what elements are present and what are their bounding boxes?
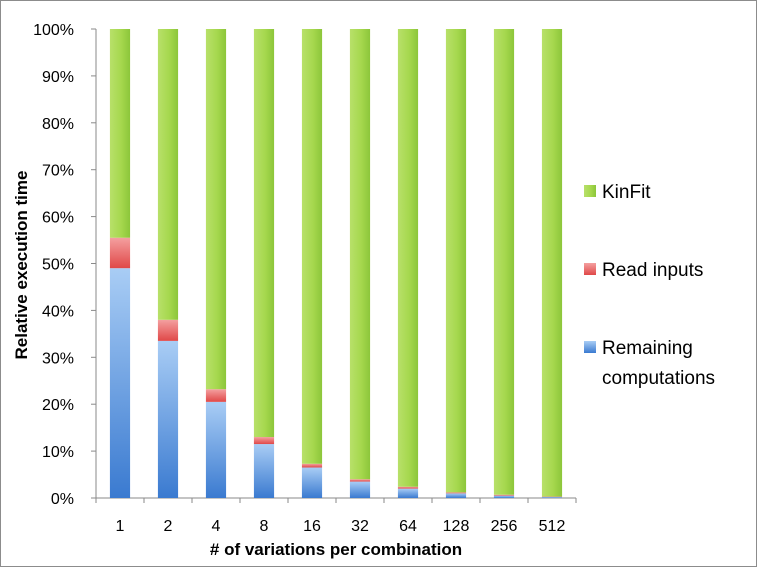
y-tick-label: 40% [42, 303, 74, 320]
bar-segment-read-inputs [253, 437, 275, 445]
bar-segment-remaining-computations [445, 493, 467, 498]
bar-segment-read-inputs [493, 494, 515, 496]
y-tick-label: 100% [33, 22, 74, 39]
y-tick-label: 80% [42, 116, 74, 133]
bar-segment-remaining-computations [205, 401, 227, 498]
legend-swatch [584, 341, 596, 353]
y-tick-label: 60% [42, 210, 74, 227]
bars [109, 29, 563, 498]
bar-segment-read-inputs [157, 319, 179, 341]
x-tick-label: 128 [443, 518, 470, 535]
y-tick-label: 50% [42, 257, 74, 274]
bar-segment-remaining-computations [157, 340, 179, 498]
bar-segment-remaining-computations [349, 481, 371, 498]
bar-segment-kinfit [493, 29, 515, 495]
x-tick-label: 8 [260, 518, 269, 535]
bar-segment-kinfit [301, 29, 323, 464]
bar-segment-kinfit [157, 29, 179, 320]
y-tick-label: 70% [42, 163, 74, 180]
y-tick-label: 30% [42, 350, 74, 367]
x-tick-label: 512 [539, 518, 566, 535]
bar-segment-kinfit [445, 29, 467, 493]
x-tick-label: 4 [212, 518, 221, 535]
bar-segment-remaining-computations [253, 444, 275, 498]
x-tick-label: 16 [303, 518, 321, 535]
bar-segment-kinfit [397, 29, 419, 487]
legend-label: Read inputs [602, 260, 703, 281]
bar-segment-read-inputs [205, 389, 227, 402]
y-tick-label: 20% [42, 397, 74, 414]
legend: KinFit Read inputs Remaining computations [584, 182, 715, 389]
bar-segment-remaining-computations [301, 467, 323, 498]
x-tick-label: 32 [351, 518, 369, 535]
bar-segment-kinfit [109, 29, 131, 238]
y-axis-title: Relative execution time [12, 171, 31, 360]
y-tick-label: 0% [51, 491, 74, 508]
x-axis-title: # of variations per combination [210, 540, 462, 559]
bar-segment-read-inputs [109, 237, 131, 269]
bar-segment-kinfit [205, 29, 227, 390]
bar-segment-kinfit [253, 29, 275, 438]
y-tick-label: 90% [42, 69, 74, 86]
legend-swatch [584, 185, 596, 197]
x-axis: 1 2 4 8 16 32 64 128 256 512 [95, 497, 577, 535]
bar-segment-remaining-computations [397, 488, 419, 498]
legend-swatch [584, 263, 596, 275]
bar-segment-read-inputs [301, 463, 323, 468]
bar-segment-remaining-computations [109, 268, 131, 498]
bar-segment-kinfit [349, 29, 371, 480]
y-axis: 0% 10% 20% 30% 40% 50% 60% 70% 80% 90% 100% [33, 22, 97, 508]
bar-segment-remaining-computations [493, 495, 515, 498]
x-tick-label: 256 [491, 518, 518, 535]
x-tick-label: 2 [164, 518, 173, 535]
x-tick-label: 1 [116, 518, 125, 535]
x-tick-label: 64 [399, 518, 417, 535]
bar-segment-read-inputs [349, 479, 371, 482]
y-tick-label: 10% [42, 444, 74, 461]
bar-segment-read-inputs [397, 486, 419, 489]
bar-segment-remaining-computations [541, 497, 563, 498]
bar-segment-kinfit [541, 29, 563, 497]
legend-label: Remaining computations [602, 338, 715, 389]
bar-segment-read-inputs [445, 492, 467, 494]
legend-label: KinFit [602, 182, 651, 203]
